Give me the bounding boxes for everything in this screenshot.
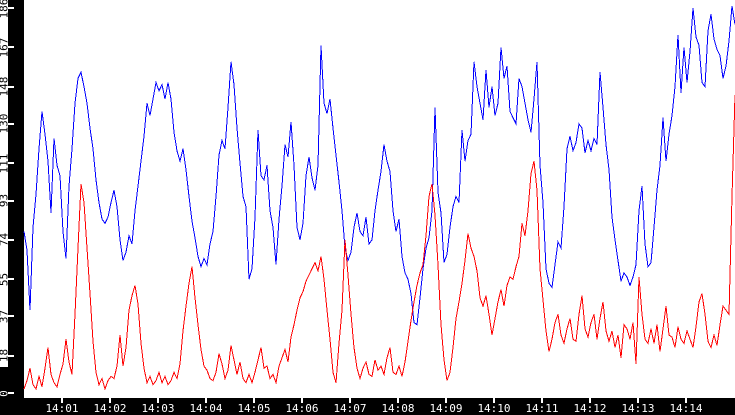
y-tick-mark [8, 7, 14, 9]
x-tick-label: 14:11 [525, 402, 559, 415]
y-tick-mark [8, 200, 14, 202]
y-tick-mark [8, 355, 14, 357]
x-tick-label: 14:05 [237, 402, 271, 415]
x-tick-mark [445, 398, 447, 403]
red-series-line [23, 94, 735, 391]
y-tick-label: 0 [0, 373, 11, 413]
y-tick-label: 55 [0, 272, 11, 286]
y-tick-label: 37 [0, 309, 11, 324]
x-axis-band [0, 398, 735, 415]
x-tick-mark [253, 398, 255, 403]
x-tick-label: 14:14 [669, 402, 703, 415]
y-tick-label: 130 [0, 113, 11, 134]
x-tick-mark [205, 398, 207, 403]
x-tick-label: 14:10 [477, 402, 511, 415]
x-tick-mark [397, 398, 399, 403]
y-tick-label: 167 [0, 37, 11, 58]
x-tick-mark [61, 398, 63, 403]
x-tick-label: 14:06 [285, 402, 319, 415]
y-tick-mark [8, 86, 14, 88]
y-tick-label: 111 [0, 153, 11, 174]
y-tick-label: 74 [0, 233, 11, 247]
y-tick-label: 18 [0, 349, 11, 363]
y-tick-mark [8, 239, 14, 241]
y-tick-mark [8, 315, 14, 317]
x-tick-mark [589, 398, 591, 403]
x-tick-mark [637, 398, 639, 403]
x-tick-mark [109, 398, 111, 403]
x-tick-mark [685, 398, 687, 403]
x-tick-label: 14:08 [381, 402, 415, 415]
y-tick-label: 93 [0, 193, 11, 208]
x-tick-label: 14:04 [189, 402, 223, 415]
x-tick-label: 14:12 [573, 402, 607, 415]
x-tick-label: 14:02 [93, 402, 127, 415]
x-tick-label: 14:01 [45, 402, 79, 415]
x-tick-mark [301, 398, 303, 403]
y-tick-label: 186 [0, 0, 11, 18]
y-tick-mark [8, 162, 14, 164]
x-tick-mark [157, 398, 159, 403]
y-tick-mark [8, 123, 14, 125]
x-tick-label: 14:07 [333, 402, 367, 415]
y-tick-mark [8, 278, 14, 280]
x-tick-label: 14:13 [621, 402, 655, 415]
x-tick-label: 14:09 [429, 402, 463, 415]
x-tick-label: 14:03 [141, 402, 175, 415]
y-tick-label: 148 [0, 76, 11, 97]
y-tick-mark [8, 46, 14, 48]
x-tick-mark [493, 398, 495, 403]
axis-corner [0, 367, 24, 415]
x-tick-mark [541, 398, 543, 403]
y-tick-mark [8, 392, 14, 394]
blue-series-line [23, 5, 735, 326]
x-tick-mark [349, 398, 351, 403]
y-axis-band [8, 0, 24, 415]
